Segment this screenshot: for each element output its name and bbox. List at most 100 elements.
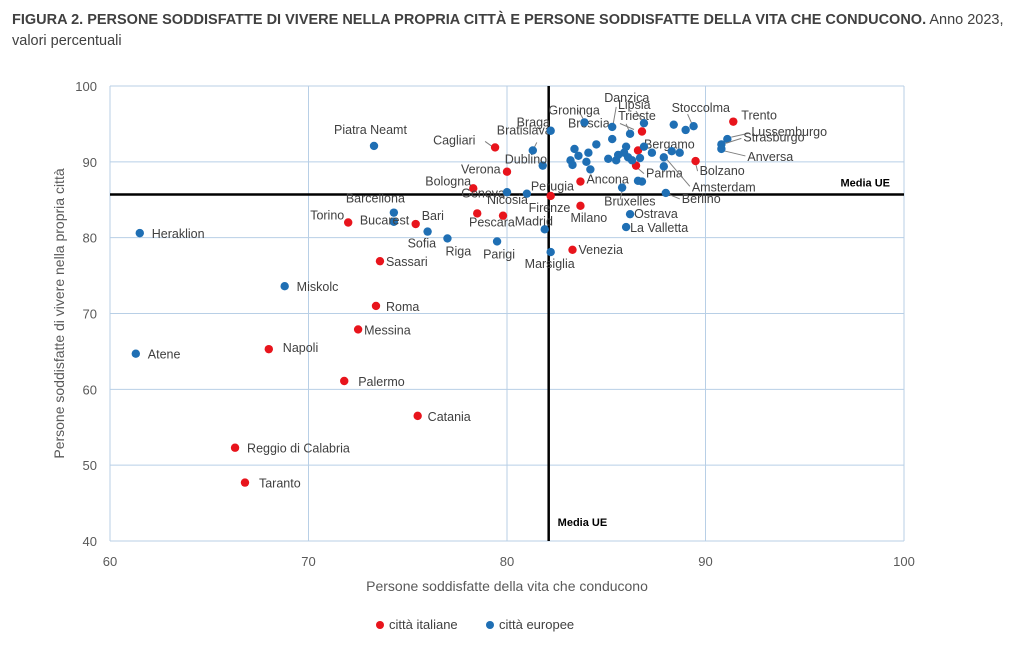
y-tick-label: 70 xyxy=(83,307,97,322)
point-label-verona: Verona xyxy=(461,163,501,177)
point-ancona xyxy=(576,177,585,186)
point-unlabeled xyxy=(669,120,678,129)
point-unlabeled xyxy=(647,148,657,157)
point-label-taranto: Taranto xyxy=(259,477,301,491)
y-tick-label: 40 xyxy=(83,534,97,549)
point-danzica xyxy=(608,122,617,132)
leader-line-trieste xyxy=(625,123,630,131)
leader-line-lipsia xyxy=(635,110,643,121)
point-marsiglia xyxy=(546,247,555,257)
point-label-lussemburgo: Lussemburgo xyxy=(751,125,827,139)
point-label-lipsia: Lipsia xyxy=(618,98,651,112)
legend-marker-citta-italiane xyxy=(376,621,384,629)
point-label-trieste: Trieste xyxy=(618,109,656,123)
leader-line-amsterdam xyxy=(666,158,691,187)
point-unlabeled xyxy=(667,147,676,156)
point-unlabeled xyxy=(633,176,643,185)
point-unlabeled xyxy=(659,162,669,171)
point-taranto xyxy=(240,478,250,487)
point-reggio-di-calabria xyxy=(230,443,240,452)
chart-title-normal: Anno 2023, valori percentuali xyxy=(12,12,1004,49)
point-label-cagliari: Cagliari xyxy=(433,133,475,147)
point-riga xyxy=(443,234,452,243)
leader-line-groninga xyxy=(577,110,584,120)
point-label-brescia: Brescia xyxy=(568,117,610,131)
x-tick-label: 90 xyxy=(698,554,712,569)
point-unlabeled xyxy=(574,151,583,160)
leader-line-bruxelles xyxy=(619,190,623,200)
point-unlabeled xyxy=(586,165,595,174)
point-label-roma: Roma xyxy=(386,300,419,314)
point-label-reggio-di-calabria: Reggio di Calabria xyxy=(247,442,350,456)
point-palermo xyxy=(340,376,349,386)
point-label-bruxelles: Bruxelles xyxy=(604,195,655,209)
point-unlabeled xyxy=(568,160,577,170)
legend-label-citta-italiane: città italiane xyxy=(389,617,458,632)
point-label-miskolc: Miskolc xyxy=(297,280,339,294)
legend-label-citta-europee: città europee xyxy=(499,617,574,632)
point-label-groninga: Groninga xyxy=(548,103,599,117)
x-tick-label: 60 xyxy=(103,554,117,569)
point-piatra-neamt xyxy=(369,141,379,151)
point-label-genova: Genova xyxy=(461,186,505,200)
point-lussemburgo xyxy=(723,134,732,144)
point-label-nicosia: Nicosia xyxy=(487,193,528,207)
point-label-strasburgo: Strasburgo xyxy=(743,130,804,144)
point-label-catania: Catania xyxy=(428,410,471,424)
point-label-piatra-neamt: Piatra Neamt xyxy=(334,123,407,137)
point-label-berlino: Berlino xyxy=(682,192,721,206)
point-label-trento: Trento xyxy=(741,109,777,123)
x-tick-label: 80 xyxy=(500,554,514,569)
point-barcellona xyxy=(389,208,399,217)
point-trieste xyxy=(625,129,635,138)
point-verona xyxy=(502,167,512,176)
point-bucarest xyxy=(389,217,399,226)
point-torino xyxy=(344,218,353,227)
point-heraklion xyxy=(135,228,144,238)
chart-title-bold: FIGURA 2. PERSONE SODDISFATTE DI VIVERE … xyxy=(12,12,927,28)
point-label-sofia: Sofia xyxy=(408,237,437,251)
point-perugia xyxy=(522,189,532,198)
point-unlabeled xyxy=(570,144,579,154)
legend-marker-citta-europee xyxy=(486,621,494,629)
leader-line-strasburgo xyxy=(725,137,742,144)
point-unlabeled xyxy=(639,142,649,151)
point-berlino xyxy=(661,188,670,198)
point-label-dublino: Dublino xyxy=(505,153,547,167)
point-label-messina: Messina xyxy=(364,323,411,337)
point-bolzano xyxy=(691,156,700,166)
point-napoli xyxy=(264,344,273,354)
point-label-napoli: Napoli xyxy=(283,341,318,355)
point-venezia xyxy=(568,245,577,254)
point-dublino xyxy=(538,161,547,170)
point-label-braga: Braga xyxy=(517,116,550,130)
point-label-bucarest: Bucarest xyxy=(360,214,410,228)
point-label-perugia: Perugia xyxy=(531,180,574,194)
point-label-parigi: Parigi xyxy=(483,247,515,261)
y-tick-label: 90 xyxy=(83,155,97,170)
point-label-torino: Torino xyxy=(310,209,344,223)
point-label-danzica: Danzica xyxy=(604,91,649,105)
point-label-ancona: Ancona xyxy=(586,173,628,187)
chart-title: FIGURA 2. PERSONE SODDISFATTE DI VIVERE … xyxy=(12,10,1012,52)
point-label-riga: Riga xyxy=(445,244,471,258)
point-stoccolma xyxy=(689,121,698,131)
point-genova xyxy=(473,209,482,218)
point-braga xyxy=(546,126,555,135)
point-bari xyxy=(411,219,420,229)
point-parigi xyxy=(492,237,502,246)
leader-line-cagliari xyxy=(484,141,493,147)
point-unlabeled xyxy=(635,153,645,163)
y-tick-label: 50 xyxy=(83,458,97,473)
point-madrid xyxy=(540,225,549,234)
point-label-stoccolma: Stoccolma xyxy=(672,101,730,115)
point-label-madrid: Madrid xyxy=(515,214,553,228)
point-nicosia xyxy=(502,187,512,197)
point-label-atene: Atene xyxy=(148,348,181,362)
y-tick-label: 60 xyxy=(83,382,97,397)
media-ue-vertical-label: Media UE xyxy=(558,517,608,529)
point-label-firenze: Firenze xyxy=(529,201,571,215)
x-tick-label: 70 xyxy=(301,554,315,569)
point-label-sassari: Sassari xyxy=(386,255,428,269)
